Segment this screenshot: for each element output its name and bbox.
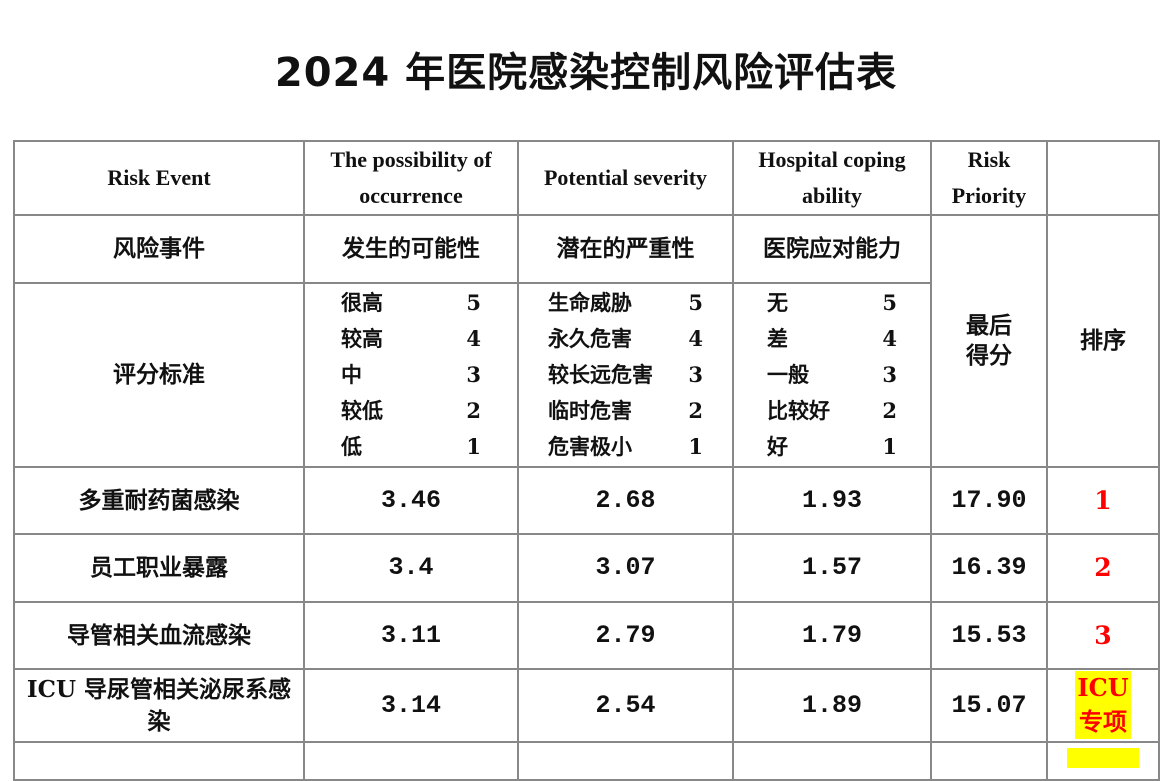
header-empty — [1046, 140, 1160, 216]
rank-label: 排序 — [1046, 214, 1160, 468]
header-zh-possibility: 发生的可能性 — [303, 214, 519, 284]
risk-event: 多重耐药菌感染 — [13, 466, 305, 535]
criteria-score: 5 — [688, 290, 703, 315]
criteria-item: 一般 3 — [767, 357, 897, 393]
criteria-level: 中 — [341, 362, 362, 387]
header-zh-severity: 潜在的严重性 — [517, 214, 734, 284]
rank-value: 1 — [1046, 466, 1160, 535]
criteria-item: 生命威胁 5 — [548, 285, 703, 321]
coping-value: 1.79 — [732, 601, 932, 670]
rank-value: ICU 专项 — [1075, 671, 1131, 739]
criteria-label: 评分标准 — [13, 282, 305, 468]
criteria-level: 危害极小 — [548, 434, 632, 459]
coping-value: 1.93 — [732, 466, 932, 535]
criteria-level: 永久危害 — [548, 326, 632, 351]
criteria-item: 较长远危害 3 — [548, 357, 703, 393]
final-score-value: 17.90 — [930, 466, 1048, 535]
header-row-en: Risk Event The possibility of occurrence… — [13, 140, 1160, 216]
rank-value: 3 — [1046, 601, 1160, 670]
risk-assessment-table: Risk Event The possibility of occurrence… — [13, 140, 1160, 781]
criteria-severity: 生命威胁 5 永久危害 4 较长远危害 3 临时危害 2 危害极小 1 — [517, 282, 734, 468]
criteria-possibility: 很高 5 较高 4 中 3 较低 2 低 1 — [303, 282, 519, 468]
rank-cell: ICU 专项 — [1046, 668, 1160, 743]
header-row-zh: 风险事件 发生的可能性 潜在的严重性 医院应对能力 最后得分 排序 — [13, 214, 1160, 468]
criteria-score: 3 — [466, 362, 481, 387]
criteria-level: 生命威胁 — [548, 290, 632, 315]
page-title: 2024 年医院感染控制风险评估表 — [274, 50, 898, 96]
criteria-level: 比较好 — [767, 398, 830, 423]
header-risk-priority: Risk Priority — [930, 140, 1048, 216]
final-score-label: 最后得分 — [930, 214, 1048, 468]
criteria-item: 很高 5 — [341, 285, 481, 321]
criteria-score: 4 — [688, 326, 703, 351]
criteria-level: 临时危害 — [548, 398, 632, 423]
criteria-score: 1 — [882, 434, 897, 459]
criteria-level: 一般 — [767, 362, 809, 387]
severity-value: 2.79 — [517, 601, 734, 670]
rank-highlight-continuation — [1067, 748, 1139, 768]
criteria-level: 差 — [767, 326, 788, 351]
header-severity: Potential severity — [517, 140, 734, 216]
rank-value: 2 — [1046, 533, 1160, 603]
table-row: 多重耐药菌感染 3.46 2.68 1.93 17.90 1 — [13, 466, 1160, 535]
possibility-value: 3.11 — [303, 601, 519, 670]
criteria-coping: 无 5 差 4 一般 3 比较好 2 好 1 — [732, 282, 932, 468]
coping-value: 1.89 — [732, 668, 932, 743]
criteria-item: 较低 2 — [341, 393, 481, 429]
severity-value: 2.54 — [517, 668, 734, 743]
severity-value: 2.68 — [517, 466, 734, 535]
criteria-score: 1 — [466, 434, 481, 459]
final-score-value: 15.53 — [930, 601, 1048, 670]
table-row-partial — [13, 741, 1160, 781]
criteria-score: 4 — [466, 326, 481, 351]
criteria-level: 好 — [767, 434, 788, 459]
coping-value: 1.57 — [732, 533, 932, 603]
risk-event: 导管相关血流感染 — [13, 601, 305, 670]
table-row: ICU 导尿管相关泌尿系感染 3.14 2.54 1.89 15.07 ICU 专项 — [13, 668, 1160, 743]
criteria-item: 比较好 2 — [767, 393, 897, 429]
header-coping: Hospital coping ability — [732, 140, 932, 216]
final-score-value: 16.39 — [930, 533, 1048, 603]
criteria-score: 5 — [882, 290, 897, 315]
header-risk-event: Risk Event — [13, 140, 305, 216]
criteria-score: 2 — [466, 398, 481, 423]
criteria-score: 3 — [882, 362, 897, 387]
criteria-score: 5 — [466, 290, 481, 315]
criteria-score: 1 — [688, 434, 703, 459]
criteria-row: 评分标准 很高 5 较高 4 中 3 较低 2 低 1 生命威胁 5 永久危害 4 较长远危害 3 临时危害 2… — [13, 282, 1159, 468]
possibility-value: 3.14 — [303, 668, 519, 743]
criteria-score: 4 — [882, 326, 897, 351]
criteria-item: 临时危害 2 — [548, 393, 703, 429]
criteria-score: 2 — [688, 398, 703, 423]
risk-event: 员工职业暴露 — [13, 533, 305, 603]
header-possibility: The possibility of occurrence — [303, 140, 519, 216]
criteria-item: 永久危害 4 — [548, 321, 703, 357]
criteria-level: 较高 — [341, 326, 383, 351]
final-score-value: 15.07 — [930, 668, 1048, 743]
criteria-level: 低 — [341, 434, 362, 459]
criteria-item: 较高 4 — [341, 321, 481, 357]
table-row: 导管相关血流感染 3.11 2.79 1.79 15.53 3 — [13, 601, 1160, 670]
possibility-value: 3.46 — [303, 466, 519, 535]
criteria-level: 较长远危害 — [548, 362, 653, 387]
table-row: 员工职业暴露 3.4 3.07 1.57 16.39 2 — [13, 533, 1160, 603]
criteria-score: 3 — [688, 362, 703, 387]
risk-event: ICU 导尿管相关泌尿系感染 — [13, 668, 305, 743]
criteria-score: 2 — [882, 398, 897, 423]
severity-value: 3.07 — [517, 533, 734, 603]
criteria-level: 无 — [767, 290, 788, 315]
header-zh-event: 风险事件 — [13, 214, 305, 284]
possibility-value: 3.4 — [303, 533, 519, 603]
criteria-level: 较低 — [341, 398, 383, 423]
header-zh-coping: 医院应对能力 — [732, 214, 932, 284]
criteria-item: 危害极小 1 — [548, 429, 703, 465]
criteria-level: 很高 — [341, 290, 383, 315]
